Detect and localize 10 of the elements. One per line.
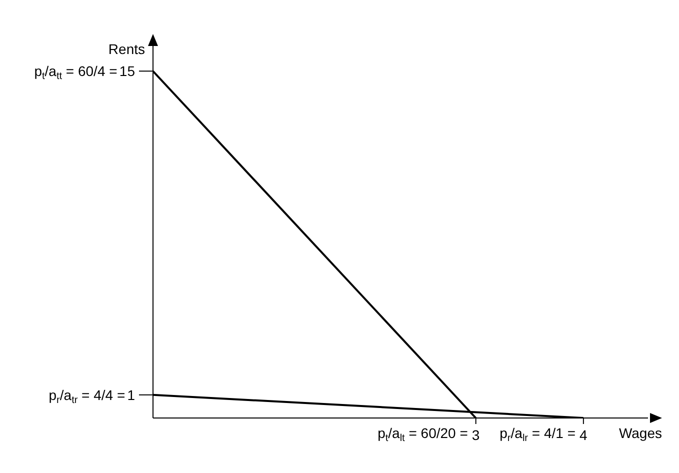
annotation: p$_{t}$/a$_{tt}$ = 60/4 = <box>34 63 118 82</box>
annotation: p$_{r}$/a$_{tr}$ = 4/4 = <box>48 386 126 406</box>
x-axis-title: Wages <box>618 425 662 441</box>
annotation: p$_{t}$/a$_{lt}$ = 60/20 = <box>378 425 468 444</box>
x-tick-label: 4 <box>580 427 588 443</box>
y-axis-title: Rents <box>108 41 145 57</box>
x-tick-label: 3 <box>472 427 480 443</box>
y-tick-label: 15 <box>119 63 136 80</box>
y-tick-label: 1 <box>127 386 136 403</box>
annotation: p$_{r}$/a$_{lr}$ = 4/1 = <box>500 425 576 444</box>
